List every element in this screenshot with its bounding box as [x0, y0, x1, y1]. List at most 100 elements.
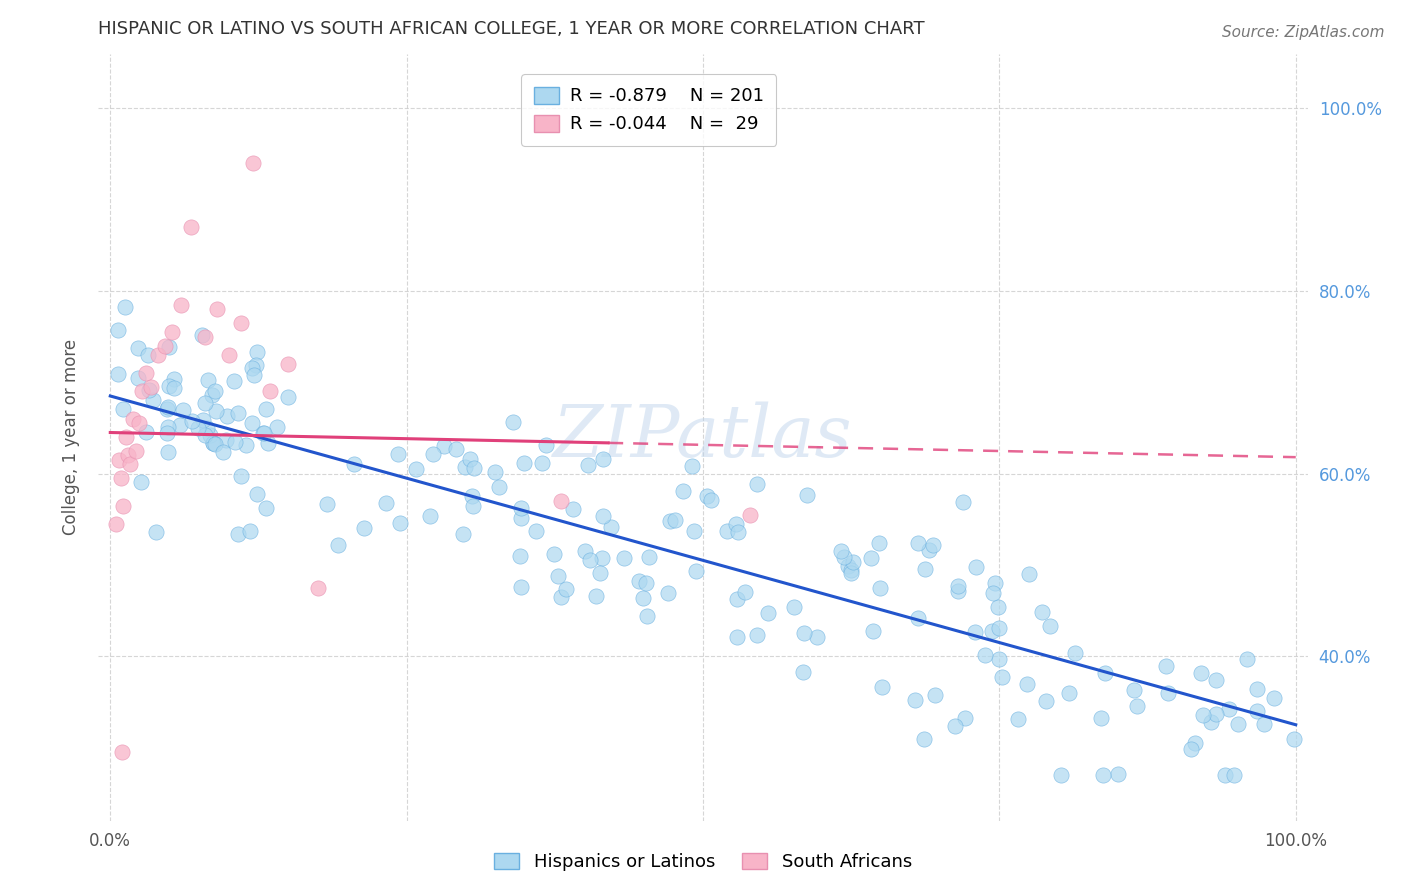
Point [375, 496, 398, 510]
Point [842, 556, 865, 570]
Point [252, 425, 274, 440]
Text: ZIPatlas: ZIPatlas [553, 401, 853, 473]
Point [194, 329, 217, 343]
Point [987, 651, 1010, 665]
Point [530, 456, 553, 470]
Point [1018, 567, 1040, 582]
Point [229, 469, 252, 483]
Legend: Hispanics or Latinos, South Africans: Hispanics or Latinos, South Africans [486, 846, 920, 879]
Point [1057, 686, 1080, 700]
Point [806, 630, 828, 644]
Point [201, 436, 224, 450]
Point [1049, 768, 1071, 782]
Point [638, 550, 661, 565]
Point [918, 542, 941, 557]
Point [627, 574, 650, 588]
Point [914, 562, 936, 576]
Point [194, 396, 217, 410]
Point [135, 366, 157, 380]
Point [591, 551, 613, 566]
Point [163, 372, 186, 386]
Y-axis label: College, 1 year or more: College, 1 year or more [62, 339, 80, 535]
Point [1123, 683, 1146, 698]
Point [1223, 768, 1246, 782]
Point [242, 156, 264, 170]
Point [461, 489, 484, 503]
Point [907, 535, 929, 549]
Point [198, 428, 221, 442]
Text: HISPANIC OR LATINO VS SOUTH AFRICAN COLLEGE, 1 YEAR OR MORE CORRELATION CHART: HISPANIC OR LATINO VS SOUTH AFRICAN COLL… [98, 21, 925, 38]
Point [589, 566, 612, 580]
Point [110, 471, 132, 485]
Point [904, 692, 927, 706]
Point [796, 488, 818, 502]
Point [981, 624, 1004, 638]
Point [405, 461, 427, 475]
Point [127, 371, 149, 385]
Point [955, 711, 977, 725]
Point [943, 719, 966, 733]
Point [197, 373, 219, 387]
Point [613, 550, 636, 565]
Point [153, 339, 176, 353]
Point [451, 527, 474, 541]
Point [782, 600, 804, 615]
Point [1253, 717, 1275, 731]
Point [555, 582, 578, 596]
Point [222, 374, 245, 388]
Point [201, 435, 224, 450]
Point [156, 444, 179, 458]
Point [156, 401, 179, 416]
Point [681, 459, 703, 474]
Point [1107, 766, 1129, 780]
Point [1154, 658, 1177, 673]
Point [592, 451, 614, 466]
Point [139, 380, 162, 394]
Point [952, 494, 974, 508]
Point [205, 302, 228, 317]
Point [1282, 731, 1305, 746]
Point [700, 492, 723, 507]
Point [512, 456, 534, 470]
Point [725, 630, 748, 644]
Point [107, 367, 129, 381]
Point [988, 621, 1011, 635]
Point [195, 421, 218, 435]
Point [716, 524, 738, 539]
Point [160, 325, 183, 339]
Point [636, 609, 658, 624]
Point [229, 316, 252, 330]
Point [343, 457, 366, 471]
Point [458, 451, 481, 466]
Point [696, 489, 718, 503]
Point [683, 524, 706, 538]
Point [1218, 702, 1240, 716]
Point [142, 393, 165, 408]
Point [131, 384, 153, 399]
Point [253, 425, 276, 440]
Point [841, 566, 863, 580]
Point [547, 569, 569, 583]
Point [574, 543, 596, 558]
Point [1205, 673, 1227, 687]
Point [215, 434, 238, 448]
Point [484, 465, 506, 479]
Point [912, 731, 935, 746]
Point [307, 581, 329, 595]
Point [1090, 711, 1112, 725]
Point [353, 521, 375, 535]
Point [129, 475, 152, 489]
Point [1246, 705, 1268, 719]
Point [502, 415, 524, 429]
Point [125, 443, 148, 458]
Point [194, 427, 217, 442]
Point [1201, 714, 1223, 729]
Point [576, 458, 599, 472]
Point [444, 442, 467, 456]
Point [1263, 691, 1285, 706]
Point [463, 500, 485, 514]
Point [107, 453, 129, 467]
Point [135, 425, 157, 439]
Point [1031, 605, 1053, 619]
Point [734, 585, 756, 599]
